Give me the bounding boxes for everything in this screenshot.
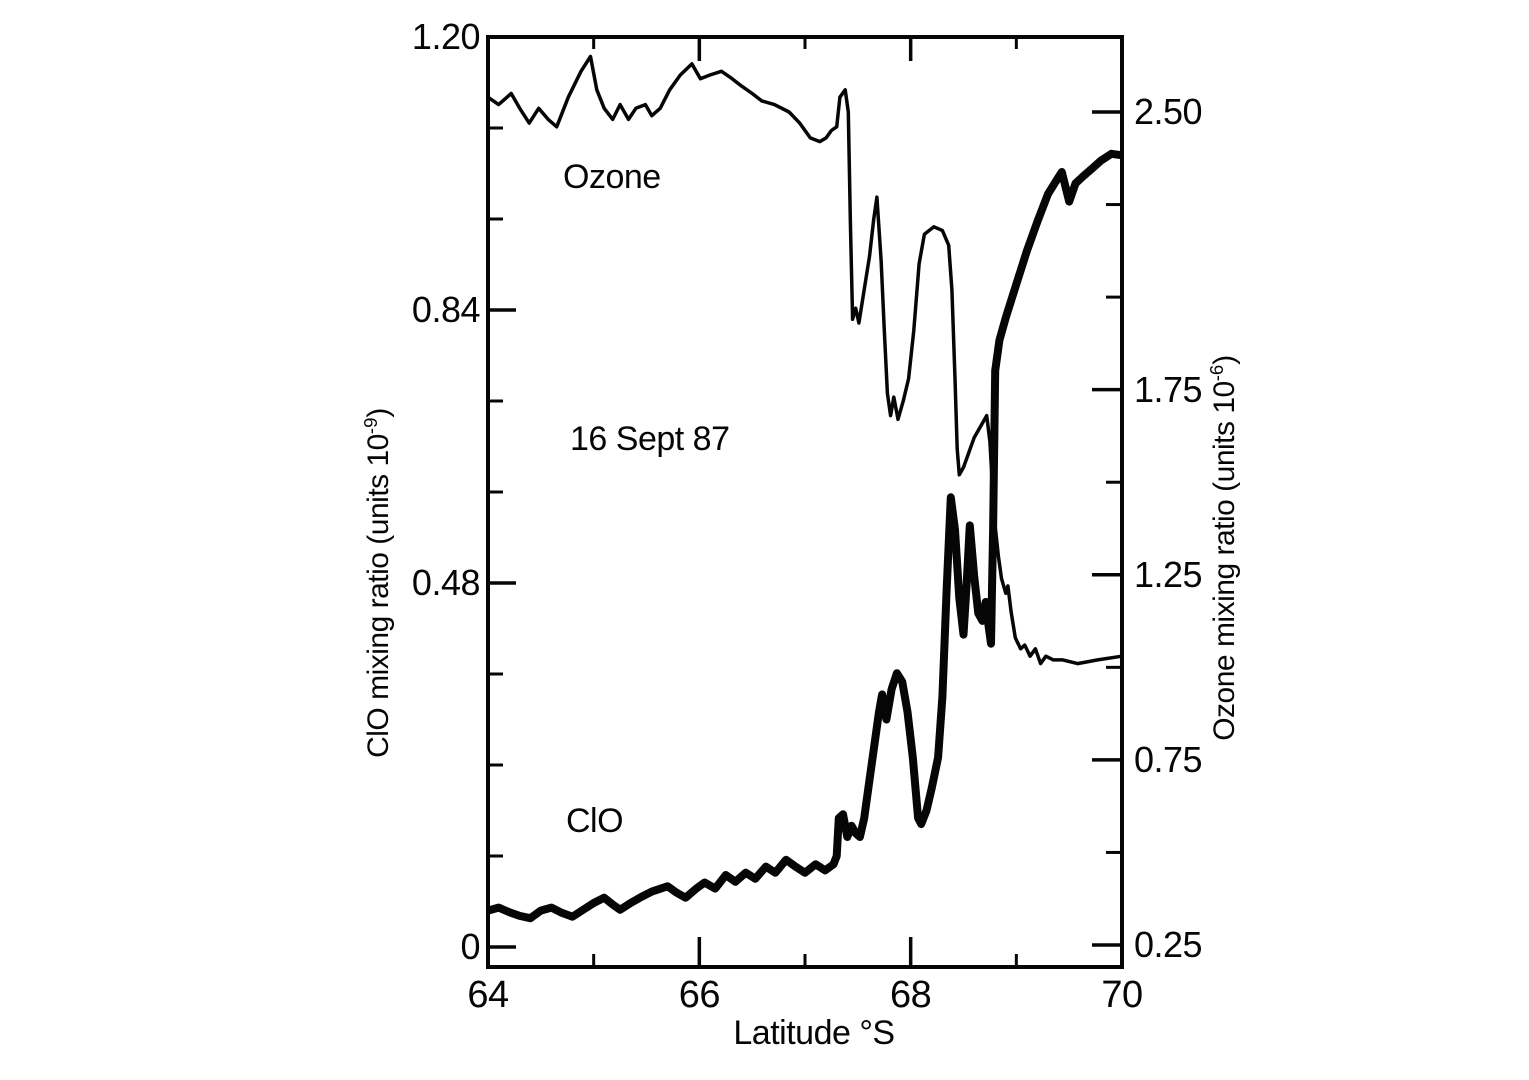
right-y-tick-label: 2.50 [1134, 91, 1203, 132]
ozone-series-label: Ozone [563, 158, 661, 196]
clo-series-label: ClO [566, 802, 624, 840]
left-y-axis-title: ClO mixing ratio (units 10-9) [360, 408, 396, 758]
right-y-tick-label: 0.25 [1134, 924, 1203, 965]
x-tick-label: 64 [467, 974, 509, 1016]
series-ozone-line [486, 54, 1123, 666]
left-y-axis-title-close: ) [362, 408, 395, 418]
x-tick-label: 68 [890, 974, 932, 1016]
left-y-axis-title-text: ClO mixing ratio (units 10 [362, 434, 395, 758]
left-y-tick-label: 0 [460, 926, 480, 967]
left-y-tick-label: 0.84 [411, 289, 481, 330]
x-tick-label: 70 [1101, 974, 1143, 1016]
right-y-axis-title-close: ) [1208, 355, 1241, 365]
x-axis-title: Latitude °S [733, 1014, 895, 1052]
right-y-axis-title: Ozone mixing ratio (units 10-6) [1206, 355, 1242, 741]
right-y-tick-label: 1.75 [1134, 368, 1203, 410]
right-y-axis-title-text: Ozone mixing ratio (units 10 [1208, 381, 1241, 741]
right-y-tick-label: 1.25 [1134, 553, 1203, 595]
left-y-tick-label: 0.48 [411, 562, 481, 603]
date-annotation: 16 Sept 87 [570, 420, 730, 458]
series-clo-line [486, 149, 1123, 923]
x-tick-label: 66 [678, 974, 721, 1016]
right-y-axis-title-superscript: -6 [1206, 364, 1227, 382]
right-y-tick-label: 0.75 [1134, 738, 1203, 780]
left-y-axis-title-superscript: -9 [360, 417, 381, 435]
left-y-tick-label: 1.20 [411, 16, 481, 57]
